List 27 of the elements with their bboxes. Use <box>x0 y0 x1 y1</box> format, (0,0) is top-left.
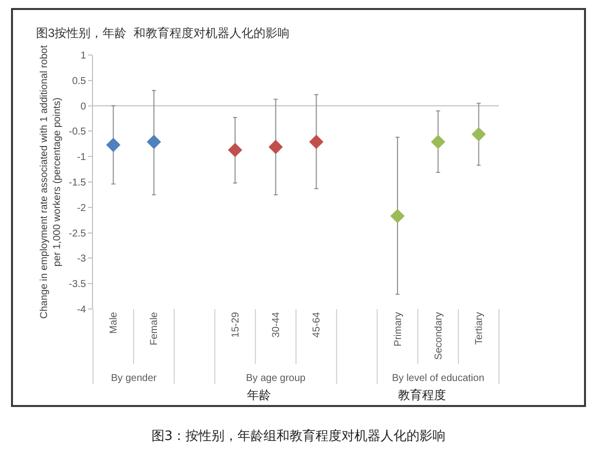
x-tick-label: 30-44 <box>270 312 282 338</box>
y-tick-label: -2 <box>77 202 86 214</box>
x-tick-label: Tertiary <box>474 312 485 345</box>
x-tick-label: Male <box>108 312 120 334</box>
text: 教育程度 <box>398 388 446 402</box>
y-tick-label: -1 <box>77 152 86 164</box>
y-tick-label: 1 <box>80 50 86 62</box>
caption: 图3：按性别，年龄组和教育程度对机器人化的影响 <box>150 428 447 445</box>
x-tick-label: Primary <box>392 312 404 346</box>
y-tick-label: -2.5 <box>68 228 86 240</box>
y-tick-label: -1.5 <box>68 178 86 188</box>
y-tick-label: 0 <box>80 101 86 112</box>
y-tick-label: -3 <box>77 254 86 265</box>
text: By gender <box>111 373 158 384</box>
chart-title: 图3按性别，年龄 和教育程度对机器人化的影响 <box>36 26 290 40</box>
y-axis-title: Change in employment rate associated with 1 additional robot per 1,000 workers (percentage points) <box>38 45 63 319</box>
x-tick-label: Female <box>149 312 160 346</box>
text: By level of education <box>392 373 484 384</box>
y-tick-label: 0.5 <box>72 76 86 87</box>
text: 年龄 <box>247 388 271 402</box>
x-tick-label: 45-64 <box>312 312 323 338</box>
y-tick-label: -0.5 <box>68 126 86 138</box>
text: By age group <box>246 373 306 384</box>
x-tick-label: 15-29 <box>230 312 242 338</box>
x-tick-label: Secondary <box>433 312 444 360</box>
y-tick-label: -4 <box>77 304 86 316</box>
y-tick-label: -3.5 <box>68 279 86 290</box>
